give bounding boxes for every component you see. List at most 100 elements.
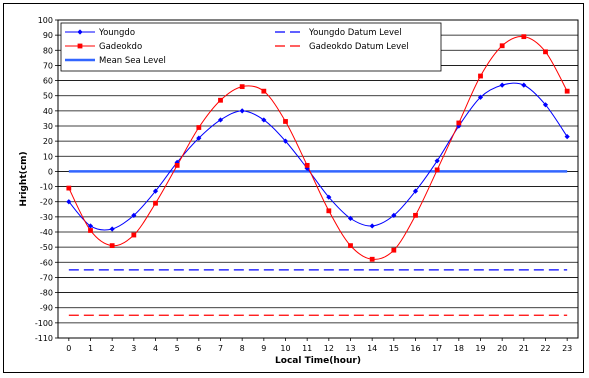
data-point [369,256,375,262]
y-tick-label: 40 [43,107,53,116]
data-point [326,208,332,214]
grid-lines [55,19,578,341]
data-point [196,125,202,130]
y-tick-label: -40 [40,228,53,237]
data-point [456,120,462,126]
data-point [499,43,505,49]
data-point [217,117,224,123]
y-tick-label: -60 [40,258,53,267]
x-tick-label: 16 [410,344,420,353]
legend-label: Gadeokdo Datum Level [309,42,409,52]
x-tick-label: 7 [218,344,223,353]
data-point [521,34,527,40]
y-tick-label: 50 [43,92,53,101]
series-line-1 [68,35,568,260]
x-tick-label: 21 [519,344,529,353]
data-point [131,212,137,218]
data-point [413,212,418,218]
data-point [239,84,245,90]
x-tick-label: 23 [562,344,572,353]
data-point [369,223,375,229]
data-point [109,226,115,232]
x-tick-label: 1 [88,344,93,353]
data-point [261,117,267,123]
y-tick-label: -100 [35,319,53,328]
y-tick-label: -20 [40,198,53,207]
plot-area-border [57,19,579,339]
y-tick-label: 100 [38,16,53,25]
data-point [283,119,288,124]
x-tick-label: 19 [475,344,485,353]
legend-label: Youngdo Datum Level [308,28,402,38]
y-tick-label: -90 [40,304,53,313]
x-tick-label: 10 [280,344,290,353]
series-curves [68,35,568,260]
y-tick-labels: 1009080706050403020100-10-20-30-40-50-60… [35,16,53,343]
data-point [391,212,397,218]
chart-frame: 100 90 80 70 60 50 40 30 20 10 0 -10 -20 -30 -40 -50 -60… [3,3,584,373]
data-point [66,199,72,205]
series-line-0 [68,82,568,231]
legend-label: Gadeokdo [99,42,142,52]
y-tick-label: 30 [43,122,53,131]
data-point [282,138,289,144]
x-tick-label: 20 [497,344,507,353]
data-point [564,134,570,140]
data-point [88,228,93,233]
series-markers [66,34,570,262]
x-tick-label: 5 [175,344,180,353]
data-point [412,188,419,194]
legend-marker [77,43,83,49]
y-tick-label: -110 [35,334,53,343]
y-tick-label: -80 [40,289,53,298]
x-axis-title: Local Time(hour) [275,356,361,366]
x-tick-label: 4 [153,344,158,353]
x-tick-label: 3 [131,344,136,353]
data-point [499,82,505,88]
data-point [109,243,115,249]
x-tick-label: 14 [367,344,377,353]
y-tick-label: 0 [48,167,53,176]
x-tick-labels: 0 1 2 3 4 5 6 7 8 9 10 11 12 13 14 15 16 17 18 19 20 21 22 23 [66,344,572,353]
data-point [348,243,353,249]
data-point [131,232,137,238]
x-tick-label: 18 [454,344,464,353]
y-tick-label: -50 [40,243,53,252]
data-point [153,200,158,206]
x-tick-label: 15 [389,344,399,353]
x-tick-label: 11 [302,344,312,353]
data-point [304,162,310,168]
data-point [542,102,549,108]
data-point [87,223,94,229]
y-tick-label: 80 [43,46,53,55]
y-tick-label: 10 [43,152,53,161]
y-tick-label: 90 [43,31,53,40]
data-point [478,73,483,79]
x-tick-label: 9 [261,344,266,353]
x-tick-label: 8 [240,344,245,353]
data-point [174,162,180,168]
data-point [261,88,267,94]
data-point [434,158,440,164]
data-point [564,88,570,94]
data-point [521,82,527,88]
x-tick-label: 0 [66,344,71,353]
data-point [152,188,159,194]
x-tick-label: 13 [345,344,355,353]
data-point [477,94,484,100]
y-tick-label: -10 [40,183,53,192]
data-point [347,215,354,221]
y-tick-label: -30 [40,213,53,222]
data-point [326,194,332,200]
x-tick-label: 2 [110,344,115,353]
data-point [66,185,72,191]
level-lines [68,170,568,316]
y-tick-label: 60 [43,77,53,86]
legend-box [60,22,442,72]
data-point [218,97,223,103]
x-tick-label: 12 [324,344,334,353]
data-point [543,49,548,55]
y-tick-label: 70 [43,61,53,70]
x-tick-label: 6 [196,344,201,353]
x-tick-label: 17 [432,344,442,353]
